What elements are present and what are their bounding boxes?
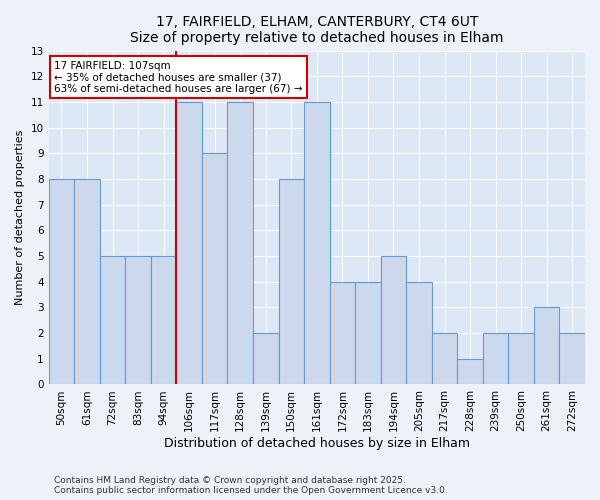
Title: 17, FAIRFIELD, ELHAM, CANTERBURY, CT4 6UT
Size of property relative to detached : 17, FAIRFIELD, ELHAM, CANTERBURY, CT4 6U… — [130, 15, 503, 45]
Bar — [74, 179, 100, 384]
Bar — [49, 179, 74, 384]
Bar — [406, 282, 432, 385]
Bar — [227, 102, 253, 385]
Bar — [483, 333, 508, 384]
Bar — [176, 102, 202, 385]
Bar — [534, 308, 559, 384]
Bar — [380, 256, 406, 384]
Text: 17 FAIRFIELD: 107sqm
← 35% of detached houses are smaller (37)
63% of semi-detac: 17 FAIRFIELD: 107sqm ← 35% of detached h… — [54, 60, 302, 94]
Bar — [432, 333, 457, 384]
Bar — [457, 359, 483, 384]
Bar — [329, 282, 355, 385]
Bar — [100, 256, 125, 384]
X-axis label: Distribution of detached houses by size in Elham: Distribution of detached houses by size … — [164, 437, 470, 450]
Bar — [151, 256, 176, 384]
Y-axis label: Number of detached properties: Number of detached properties — [15, 130, 25, 305]
Bar — [559, 333, 585, 384]
Bar — [125, 256, 151, 384]
Bar — [508, 333, 534, 384]
Bar — [253, 333, 278, 384]
Text: Contains HM Land Registry data © Crown copyright and database right 2025.
Contai: Contains HM Land Registry data © Crown c… — [54, 476, 448, 495]
Bar — [278, 179, 304, 384]
Bar — [202, 154, 227, 384]
Bar — [304, 102, 329, 385]
Bar — [355, 282, 380, 385]
